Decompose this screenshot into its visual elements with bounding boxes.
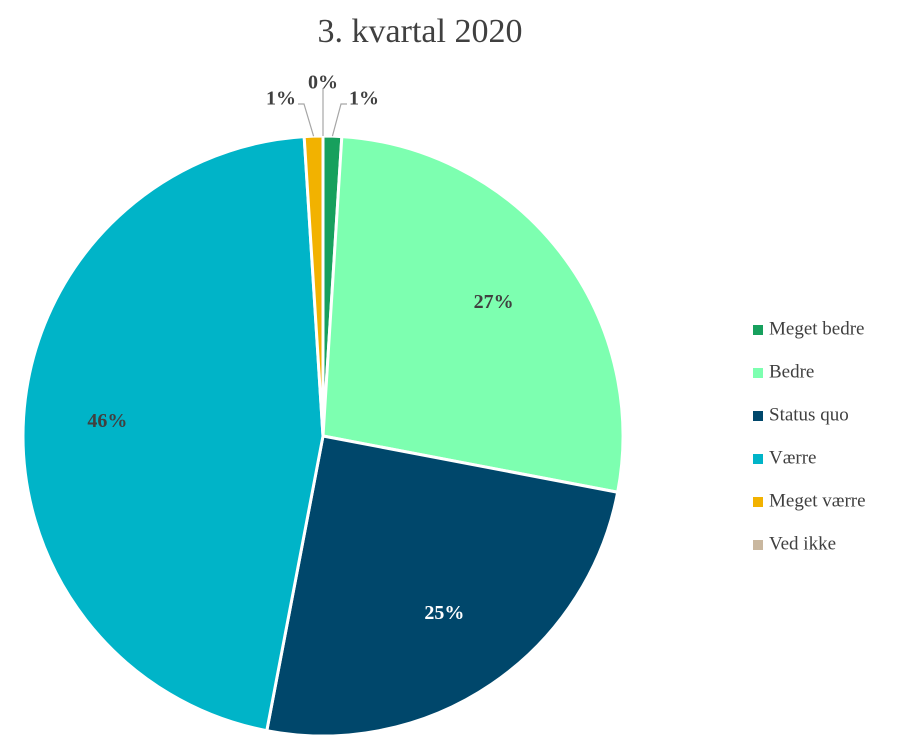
leader-line bbox=[331, 103, 347, 137]
legend-label: Status quo bbox=[769, 404, 849, 425]
data-label: 27% bbox=[474, 291, 514, 313]
pie-slice bbox=[21, 134, 325, 733]
data-label: 25% bbox=[424, 602, 464, 624]
legend-label: Værre bbox=[769, 447, 816, 468]
pie-slice bbox=[321, 134, 625, 494]
leader-line bbox=[298, 103, 315, 137]
pie-slice bbox=[265, 434, 620, 735]
legend-label: Bedre bbox=[769, 361, 814, 382]
legend-label: Ved ikke bbox=[769, 533, 836, 554]
legend-swatch bbox=[753, 368, 763, 378]
data-label: 46% bbox=[87, 410, 127, 432]
legend-swatch bbox=[753, 497, 763, 507]
data-label: 1% bbox=[266, 88, 296, 110]
legend-label: Meget bedre bbox=[769, 318, 864, 339]
chart-title: 3. kvartal 2020 bbox=[318, 13, 523, 50]
legend-swatch bbox=[753, 454, 763, 464]
data-label: 0% bbox=[308, 72, 338, 94]
legend-swatch bbox=[753, 540, 763, 550]
legend-swatch bbox=[753, 411, 763, 421]
legend-label: Meget værre bbox=[769, 490, 866, 511]
data-label: 1% bbox=[349, 88, 379, 110]
legend-swatch bbox=[753, 325, 763, 335]
